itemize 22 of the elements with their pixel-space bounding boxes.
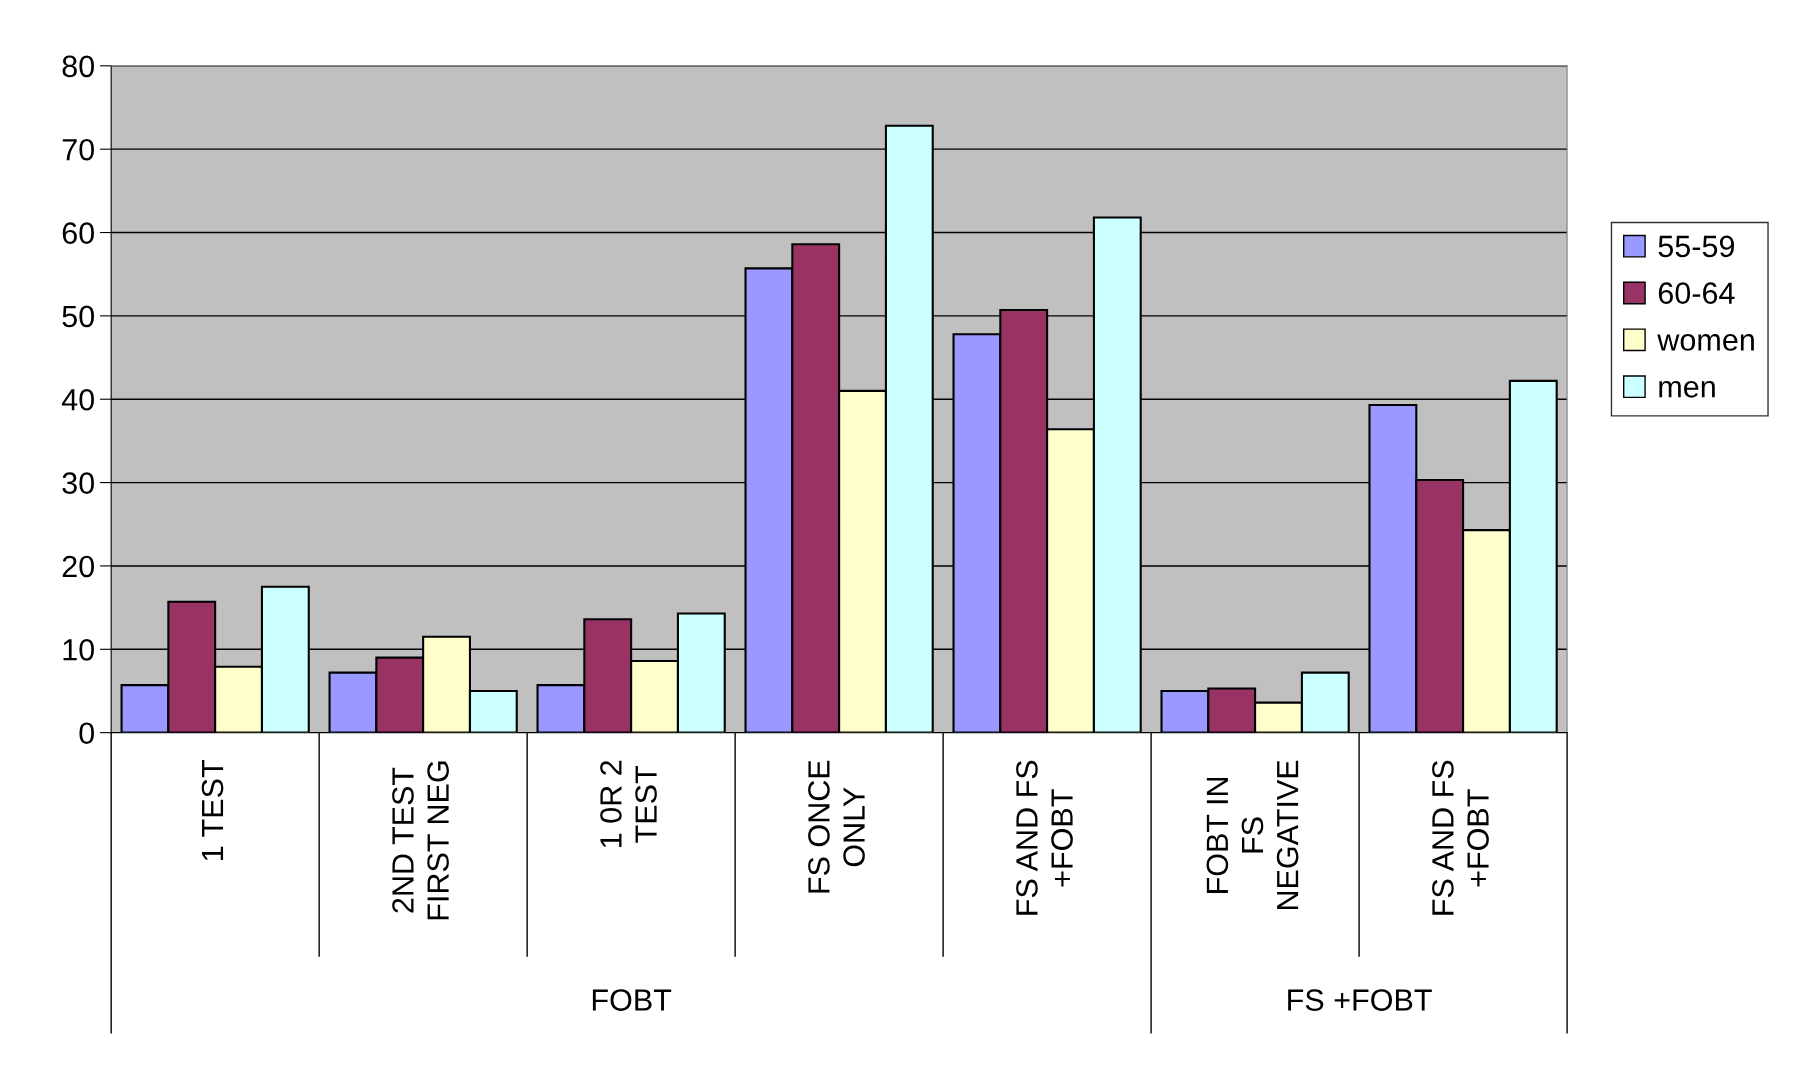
legend-label: 60-64 (1658, 282, 1735, 305)
y-tick-label: 80 (62, 55, 94, 78)
y-tick-label: 70 (62, 138, 94, 161)
y-tick-label: 60 (62, 222, 94, 244)
x-tick-label: FOBT IN FS NEGATIVE (1206, 760, 1299, 910)
x-tick-label: 1 0R 2 TEST (600, 760, 657, 847)
x-tick-label: FS AND FS +FOBT (1016, 760, 1073, 915)
x-tick-label: 1 TEST (201, 760, 224, 861)
y-tick-label: 10 (63, 639, 94, 661)
x-tick-label: FS ONCE ONLY (808, 760, 865, 893)
x-tick-label: FS AND FS +FOBT (1432, 760, 1489, 915)
y-tick-label: 30 (62, 472, 94, 494)
x-tick-label: 2ND TEST FIRST NEG (392, 761, 449, 920)
text: FOBT (592, 989, 672, 1011)
y-tick-label: 20 (62, 555, 94, 578)
y-tick-label: 50 (62, 305, 94, 328)
legend-label: 55-59 (1658, 235, 1735, 258)
y-tick-label: 40 (61, 388, 94, 411)
y-tick-label: 0 (79, 722, 94, 745)
legend-label: men (1659, 380, 1715, 398)
legend-label: women (1657, 334, 1754, 351)
text: FS +FOBT (1288, 989, 1432, 1011)
